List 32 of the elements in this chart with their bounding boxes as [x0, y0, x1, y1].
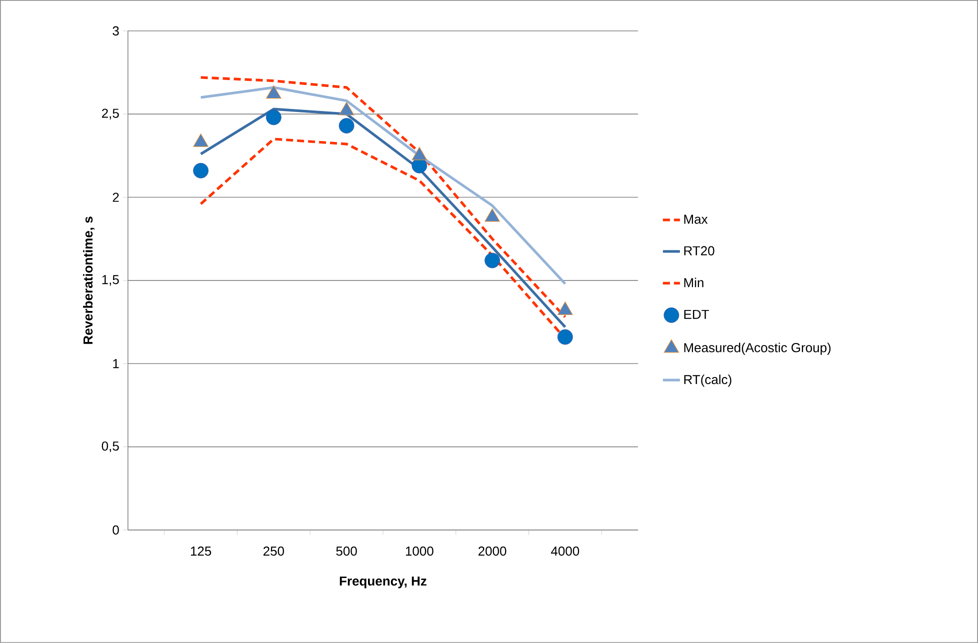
- point: [412, 158, 428, 174]
- x-tick-label: 1000: [406, 546, 434, 556]
- point: [484, 252, 500, 268]
- x-tick-label: 2000: [478, 546, 506, 556]
- point: [266, 85, 282, 99]
- legend-label: RT(calc): [684, 374, 732, 387]
- point: [557, 329, 573, 345]
- x-tick-label: 125: [190, 546, 212, 556]
- legend-label: Max: [684, 214, 708, 224]
- x-axis-title: Frequency, Hz: [340, 576, 426, 588]
- line-series: [200, 86, 566, 286]
- point: [193, 162, 209, 178]
- legend-label: EDT: [684, 310, 709, 319]
- legend-label: Min: [684, 278, 704, 288]
- legend-label: Measured(Acostic Group): [684, 342, 831, 355]
- point: [412, 146, 428, 160]
- y-tick-label: 0: [112, 525, 119, 535]
- x-tick-label: 500: [336, 546, 357, 556]
- x-tick-label: 4000: [551, 546, 580, 556]
- legend-label: RT20: [684, 246, 714, 256]
- line-series: [200, 76, 566, 318]
- point: [338, 102, 354, 116]
- y-axis-title: Reverberationtime, s: [83, 216, 94, 344]
- y-tick-label: 1,5: [102, 275, 119, 286]
- point: [193, 134, 208, 147]
- y-tick-label: 3: [112, 26, 119, 36]
- y-tick-label: 1: [113, 359, 119, 368]
- point: [484, 208, 500, 222]
- y-tick-label: 2,5: [102, 108, 119, 120]
- x-tick-label: 250: [263, 546, 284, 556]
- y-tick-label: 2: [112, 192, 119, 202]
- y-tick-label: 0,5: [102, 441, 119, 452]
